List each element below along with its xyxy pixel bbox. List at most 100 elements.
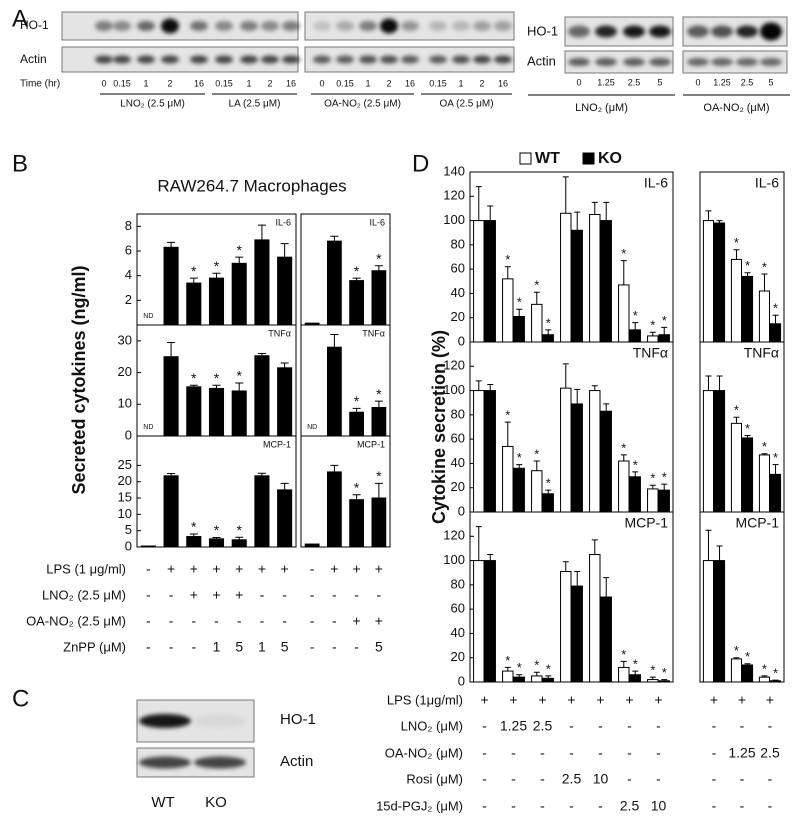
bar [770, 680, 782, 683]
condition-cell: - [712, 798, 717, 814]
error-bar [167, 473, 176, 476]
significance-star: * [546, 315, 551, 330]
bar [513, 316, 525, 343]
significance-star: * [650, 318, 655, 333]
blot-band [760, 58, 782, 66]
condition-cell: - [310, 561, 315, 577]
significance-star: * [376, 468, 382, 484]
bar [560, 387, 572, 513]
bar [618, 666, 630, 683]
significance-star: * [534, 658, 539, 673]
error-bar [487, 384, 494, 391]
condition-cell: + [235, 561, 243, 577]
bar [531, 675, 543, 683]
blot-band [568, 25, 590, 38]
condition-cell: - [146, 587, 151, 603]
condition-cell: + [353, 561, 361, 577]
lane-label: 5 [768, 77, 773, 87]
condition-cell: - [332, 613, 337, 629]
significance-star: * [376, 386, 382, 402]
significance-star: * [621, 246, 626, 261]
bar [231, 262, 247, 326]
blot-band [359, 55, 377, 64]
lane-label: 2.5 [741, 77, 754, 87]
bar [658, 334, 670, 343]
significance-star: * [662, 470, 667, 485]
condition-cell: - [332, 639, 337, 655]
y-tick-label: 40 [451, 455, 465, 470]
error-bar [374, 400, 383, 408]
blot-band [429, 55, 447, 64]
bar [629, 674, 641, 683]
bar [513, 467, 525, 513]
error-bar [533, 671, 540, 676]
error-bar [632, 322, 639, 330]
condition-label: ZnPP (μM) [63, 639, 126, 654]
bar [542, 334, 554, 343]
lane-label: 0 [695, 77, 700, 87]
error-bar [733, 249, 740, 260]
bar [647, 335, 659, 343]
lane-label: 2.5 [628, 77, 641, 87]
blot-band [95, 55, 113, 64]
blot-band [711, 58, 733, 66]
blot-band [161, 18, 179, 34]
error-bar [545, 329, 552, 335]
condition-cell: - [656, 771, 661, 787]
time-label: Time (hr) [20, 79, 60, 90]
blot-band [313, 21, 331, 31]
subplot-title: TNFα [268, 328, 291, 338]
significance-star: * [621, 647, 626, 662]
lane-label: 2 [479, 78, 484, 88]
condition-cell: 5 [235, 639, 243, 655]
error-bar [705, 375, 712, 391]
plot-frame [300, 435, 391, 548]
y-tick-label: 25 [118, 457, 132, 472]
error-bar [533, 291, 540, 305]
error-bar [545, 489, 552, 494]
panel-label: D [412, 150, 429, 177]
blot-row-label: HO-1 [280, 711, 316, 728]
error-bar [661, 679, 668, 681]
bar [473, 560, 485, 683]
error-bar [487, 554, 494, 561]
error-bar [504, 421, 511, 447]
condition-cell: 5 [281, 639, 289, 655]
condition-cell: - [656, 745, 661, 761]
blot-band [473, 21, 491, 31]
bar [560, 212, 572, 343]
significance-star: * [773, 301, 778, 316]
condition-cell: - [146, 613, 151, 629]
error-bar [705, 529, 712, 561]
bar [163, 356, 179, 437]
error-bar [257, 224, 266, 240]
lane-label: 1 [365, 78, 370, 88]
condition-cell: - [540, 771, 545, 787]
significance-star: * [534, 446, 539, 461]
significance-star: * [505, 653, 510, 668]
significance-star: * [762, 259, 767, 274]
blot-row-label: Actin [20, 52, 47, 66]
bar [629, 476, 641, 513]
blot-lane-label: KO [205, 794, 227, 811]
error-bar [235, 256, 244, 264]
subplot-title: MCP-1 [263, 439, 291, 449]
condition-cell: - [656, 718, 661, 734]
error-bar [716, 545, 723, 561]
condition-cell: + [654, 692, 662, 708]
significance-star: * [517, 450, 522, 465]
significance-star: * [191, 370, 197, 386]
condition-cell: - [169, 587, 174, 603]
bar [702, 220, 714, 343]
y-tick-label: 100 [443, 552, 465, 567]
bar [231, 539, 247, 548]
panel-label: B [12, 150, 28, 177]
lane-label: 0 [319, 78, 324, 88]
bar [589, 390, 601, 513]
blot-band [113, 21, 131, 31]
error-bar [744, 272, 751, 277]
condition-cell: - [768, 771, 773, 787]
significance-star: * [633, 457, 638, 472]
blot-band [687, 58, 709, 66]
error-bar [761, 675, 768, 678]
